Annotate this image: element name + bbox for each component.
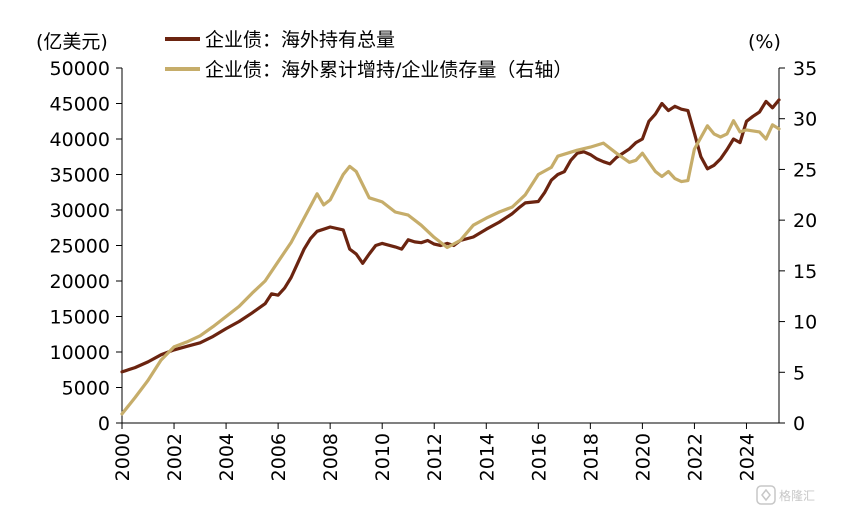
x-tick-label: 2018	[580, 433, 602, 481]
right-tick-label: 5	[793, 362, 805, 384]
right-tick-label: 30	[793, 109, 817, 131]
x-tick-label: 2002	[164, 433, 186, 481]
x-tick-label: 2010	[372, 433, 394, 481]
left-tick-label: 10000	[50, 342, 110, 364]
left-tick-label: 50000	[50, 58, 110, 80]
right-tick-label: 25	[793, 159, 817, 181]
left-tick-label: 35000	[50, 165, 110, 187]
left-tick-label: 40000	[50, 129, 110, 151]
left-tick-label: 25000	[50, 236, 110, 258]
left-tick-label: 15000	[50, 307, 110, 329]
left-tick-label: 45000	[50, 94, 110, 116]
right-tick-label: 15	[793, 261, 817, 283]
right-axis: 0 5 10 15 20 25 30 35	[778, 58, 817, 435]
x-tick-label: 2006	[268, 433, 290, 481]
right-tick-label: 20	[793, 210, 817, 232]
series-line-2	[120, 119, 781, 416]
legend-label-series-2: 企业债：海外累计增持/企业债存量（右轴）	[205, 59, 572, 81]
x-axis: 2000 2002 2004 2006 2008 2010 2012 2014 2016 2018…	[112, 423, 758, 481]
watermark: 格隆汇	[756, 485, 815, 505]
legend: 企业债：海外持有总量 企业债：海外累计增持/企业债存量（右轴）	[165, 29, 572, 81]
x-tick-label: 2016	[528, 433, 550, 481]
right-tick-label: 35	[793, 58, 817, 80]
x-tick-label: 2020	[632, 433, 654, 481]
x-tick-label: 2012	[424, 433, 446, 481]
left-tick-label: 5000	[62, 378, 110, 400]
watermark-text: 格隆汇	[779, 488, 815, 503]
right-tick-label: 0	[793, 413, 805, 435]
left-tick-label: 30000	[50, 200, 110, 222]
left-axis-unit: (亿美元)	[36, 31, 108, 53]
plot-area	[120, 98, 781, 416]
x-tick-label: 2000	[112, 433, 134, 481]
left-axis: 0 5000 10000 15000 20000 25000 30000 35000 40000…	[50, 58, 123, 435]
left-tick-label: 0	[98, 413, 110, 435]
geelonghui-logo-icon	[756, 485, 776, 505]
left-tick-label: 20000	[50, 271, 110, 293]
legend-label-series-1: 企业债：海外持有总量	[205, 29, 395, 51]
right-axis-unit: (%)	[748, 31, 781, 53]
x-tick-label: 2008	[320, 433, 342, 481]
x-tick-label: 2004	[216, 433, 238, 481]
series-line-1	[120, 98, 781, 374]
right-tick-label: 10	[793, 312, 817, 334]
x-tick-label: 2022	[684, 433, 706, 481]
x-tick-label: 2014	[476, 433, 498, 481]
x-tick-label: 2024	[736, 433, 758, 481]
